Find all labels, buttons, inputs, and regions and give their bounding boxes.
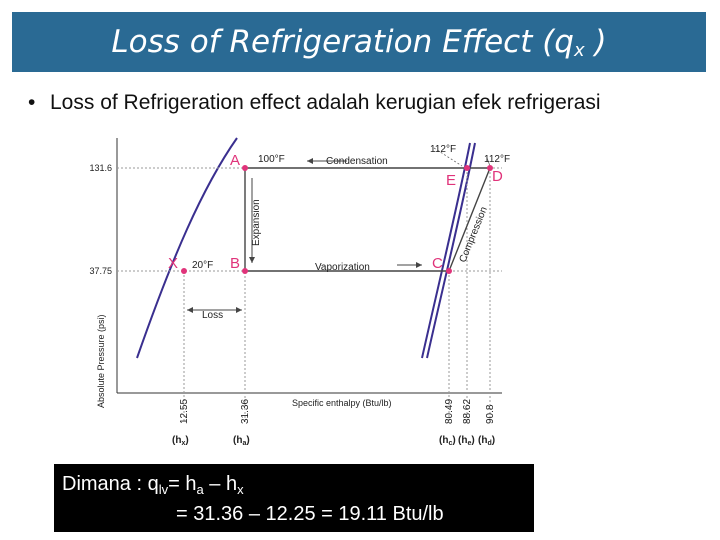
pressure-tick-high: 131.6 — [89, 163, 112, 173]
label-d: D — [492, 168, 503, 185]
vaporization-arrow-head — [416, 262, 422, 268]
point-c — [446, 268, 452, 274]
label-x: X — [168, 255, 178, 272]
expansion-label: Expansion — [251, 199, 262, 246]
point-b — [242, 268, 248, 274]
pointer-112-e — [433, 147, 463, 167]
enthalpy-tick-hx: 12.55 — [179, 399, 190, 424]
symbol-he: (he) — [458, 435, 475, 447]
bullet-text: Loss of Refrigeration effect adalah keru… — [50, 91, 601, 114]
y-axis-label: Absolute Pressure (psi) — [96, 314, 106, 408]
pressure-tick-low: 37.75 — [89, 266, 112, 276]
symbol-hc: (hc) — [439, 435, 456, 447]
formula-line-2: = 31.36 – 12.25 = 19.11 Btu/lb — [176, 503, 444, 525]
formula-box: Dimana : qlv= ha – hx = 31.36 – 12.25 = … — [54, 464, 534, 532]
label-c: C — [432, 255, 443, 272]
x-axis-label: Specific enthalpy (Btu/lb) — [292, 398, 392, 408]
label-a: A — [230, 152, 240, 169]
enthalpy-tick-hd: 90.8 — [485, 404, 496, 424]
temp-112-e: 112°F — [430, 144, 456, 155]
loss-arrow-left — [187, 307, 193, 313]
loss-label: Loss — [202, 310, 223, 321]
symbol-ha: (ha) — [233, 435, 250, 447]
condensation-label: Condensation — [326, 156, 388, 167]
point-e — [464, 165, 470, 171]
vaporization-label: Vaporization — [315, 262, 370, 273]
diagram-background — [62, 118, 512, 453]
formula-line-1: Dimana : qlv= ha – hx — [62, 473, 244, 497]
point-a — [242, 165, 248, 171]
title-subscript: x — [573, 40, 585, 61]
title-main: Loss of Refrigeration Effect (q — [111, 24, 574, 60]
enthalpy-tick-hc: 80.49 — [444, 399, 455, 424]
label-e: E — [446, 172, 456, 189]
slide-title: Loss of Refrigeration Effect (qx ) — [12, 12, 706, 81]
point-x — [181, 268, 187, 274]
enthalpy-tick-ha: 31.36 — [240, 399, 251, 424]
expansion-arrow-head — [249, 257, 255, 263]
pointer-112-d — [486, 157, 491, 167]
vapor-saturation-curve-inner — [426, 142, 476, 359]
temp-112-d: 112°F — [484, 154, 510, 165]
temp-20: 20°F — [192, 260, 213, 271]
ph-diagram: 131.6 37.75 Absolute Pressure (psi) Spec… — [62, 118, 512, 453]
condensation-arrow-head — [307, 158, 313, 164]
symbol-hx: (hx) — [172, 435, 189, 447]
loss-arrow-right — [236, 307, 242, 313]
title-close: ) — [584, 24, 607, 60]
liquid-saturation-curve — [136, 137, 238, 359]
temp-100: 100°F — [258, 154, 285, 165]
compression-line — [448, 167, 491, 272]
label-b: B — [230, 255, 240, 272]
bullet-dot: • — [28, 91, 36, 114]
enthalpy-tick-he: 88.62 — [462, 399, 473, 424]
title-bar: Loss of Refrigeration Effect (qx ) — [12, 12, 706, 72]
symbol-hd: (hd) — [478, 435, 495, 447]
point-d — [487, 165, 493, 171]
